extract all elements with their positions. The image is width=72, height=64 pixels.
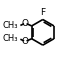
Text: O: O [22,19,29,28]
Text: O: O [22,37,29,46]
Text: CH₃: CH₃ [3,21,18,30]
Text: CH₃: CH₃ [3,34,18,43]
Text: F: F [40,8,45,17]
